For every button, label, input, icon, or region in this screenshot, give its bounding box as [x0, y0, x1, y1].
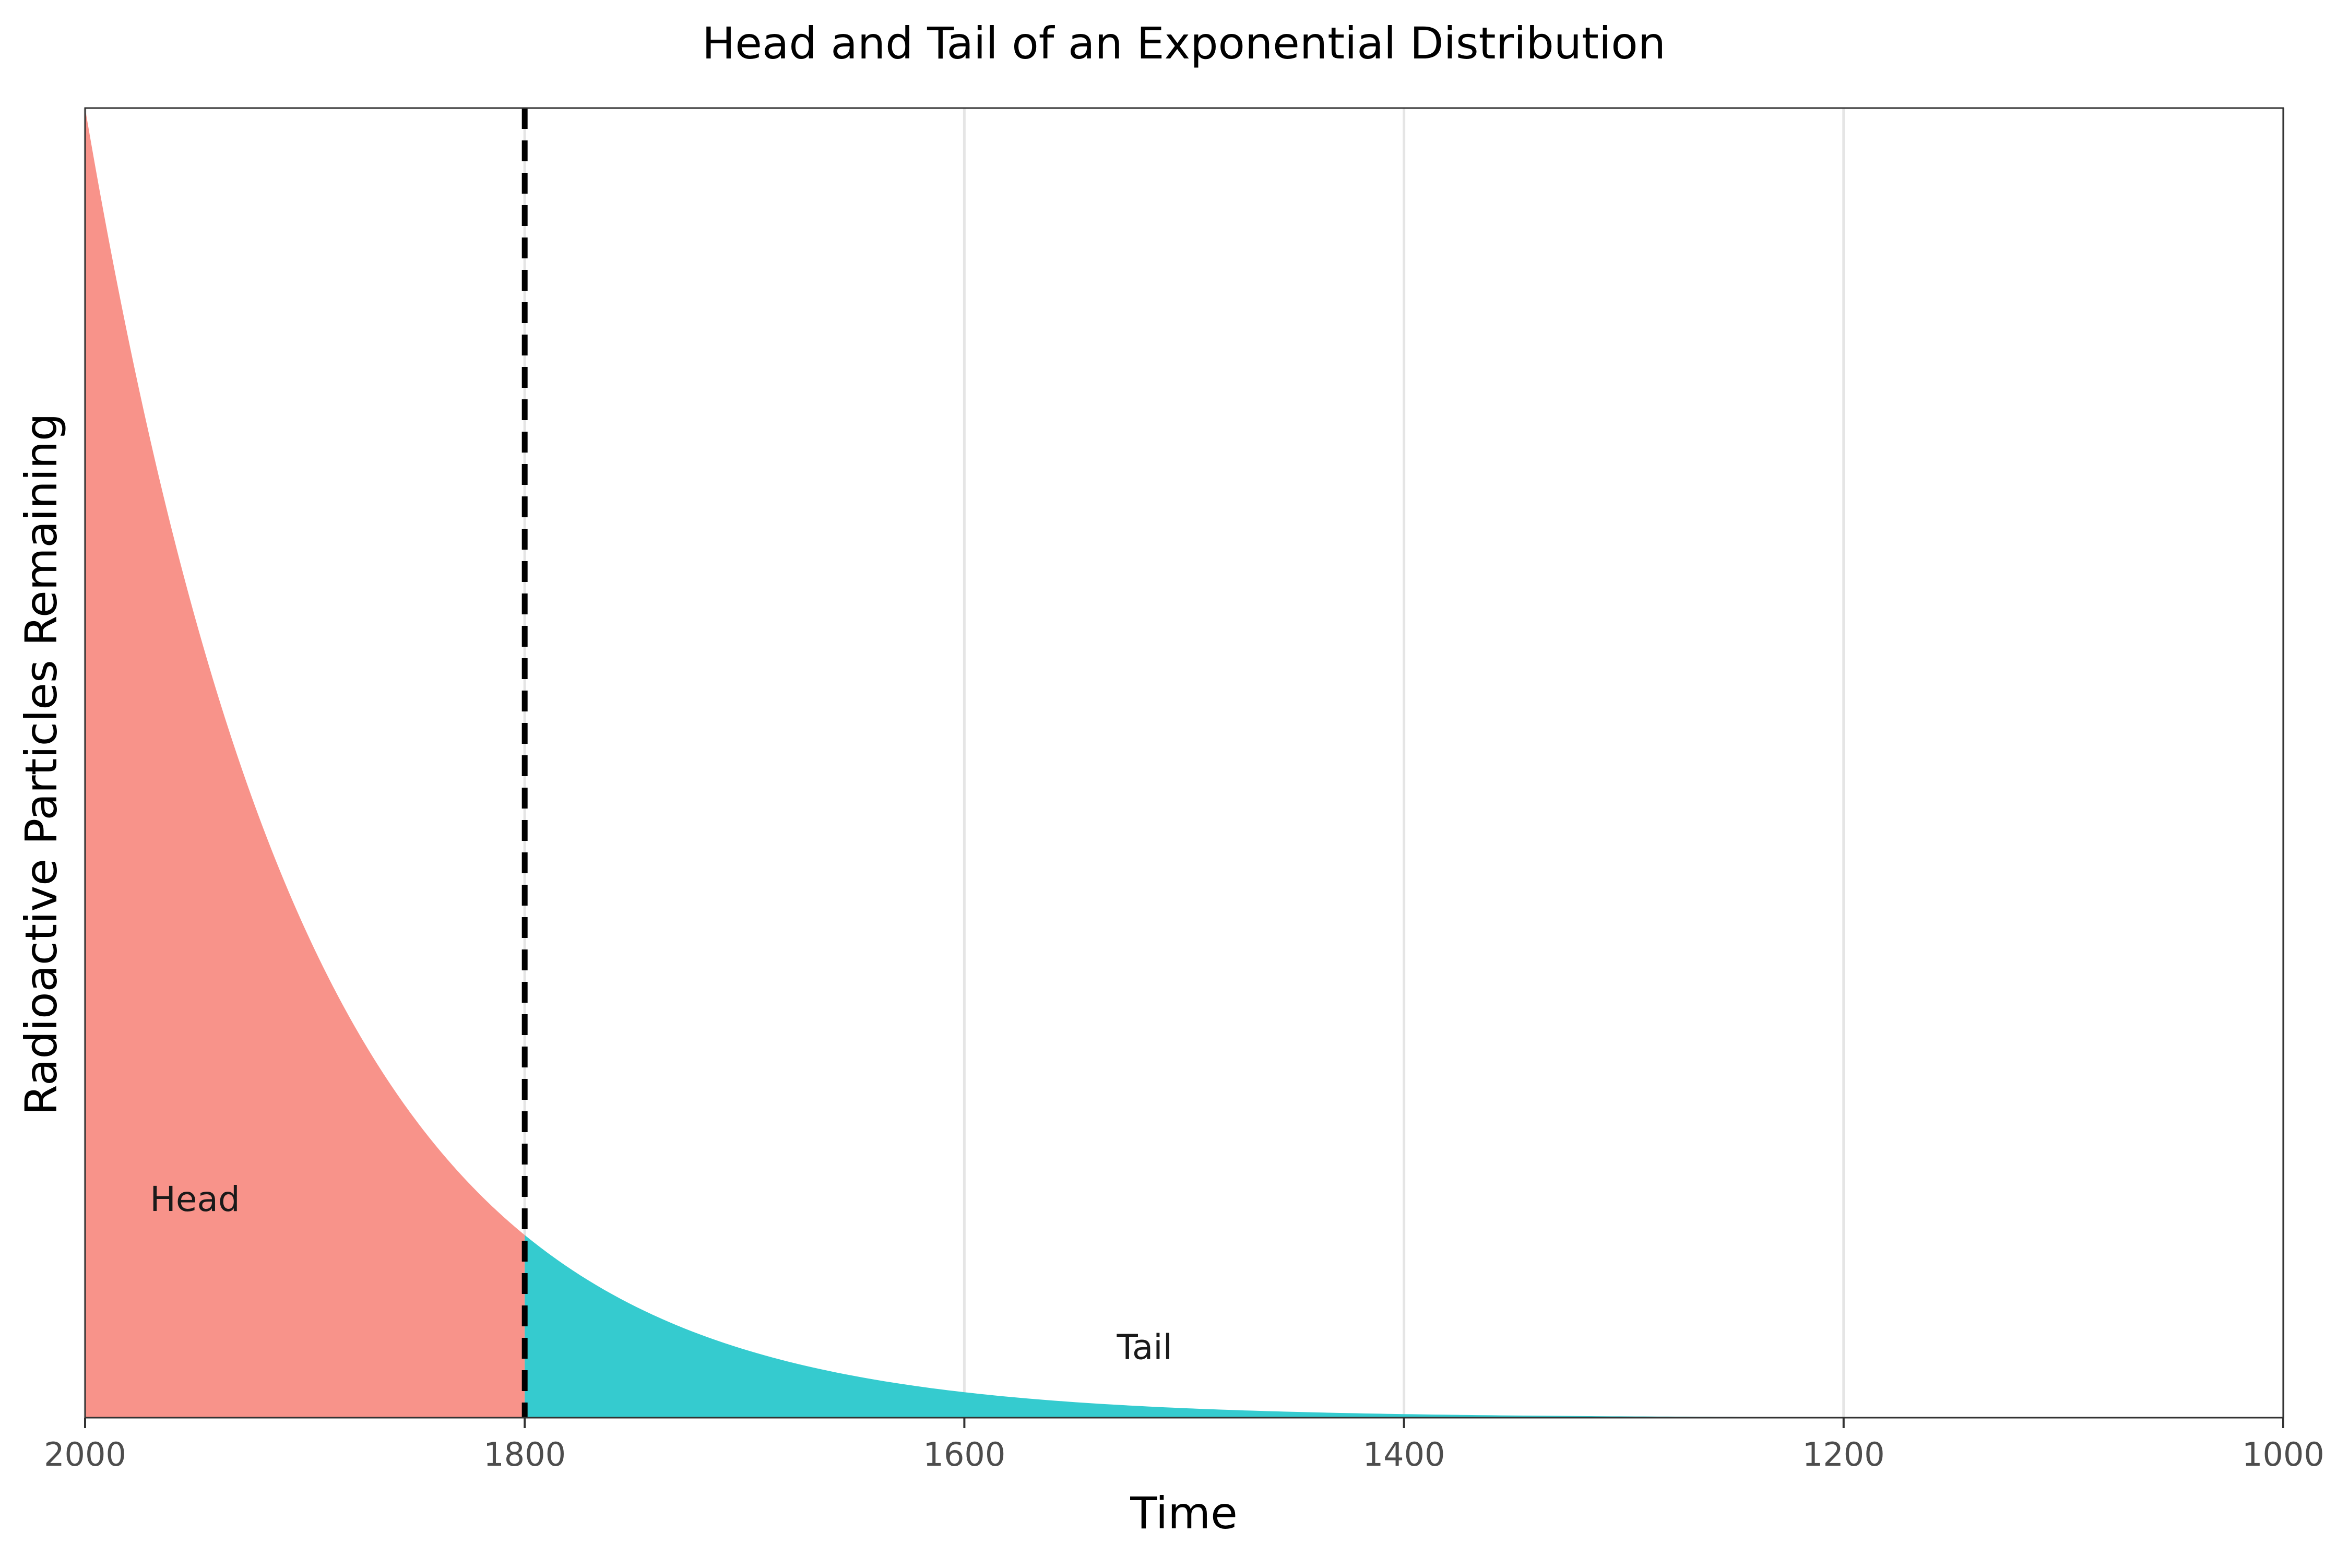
x-axis-label: Time — [1130, 1488, 1238, 1539]
area-head — [85, 108, 525, 1418]
x-tick-label-2000: 2000 — [44, 1435, 126, 1474]
area-tail — [525, 1235, 2284, 1418]
area-series — [85, 108, 2284, 1418]
x-tick-label-1200: 1200 — [1802, 1435, 1885, 1474]
x-tick-label-1000: 1000 — [2242, 1435, 2324, 1474]
chart-title: Head and Tail of an Exponential Distribu… — [702, 18, 1666, 69]
x-tick-label-1600: 1600 — [923, 1435, 1006, 1474]
x-tick-label-1400: 1400 — [1363, 1435, 1445, 1474]
annotations: Head Tail — [150, 1179, 1172, 1368]
annotation-tail: Tail — [1116, 1327, 1172, 1368]
x-axis-ticks: 2000 1800 1600 1400 1200 1000 — [44, 1418, 2324, 1474]
y-axis-label: Radioactive Particles Remaining — [16, 413, 67, 1115]
plot-panel-border — [84, 107, 2284, 1419]
x-tick-label-1800: 1800 — [483, 1435, 566, 1474]
annotation-head: Head — [150, 1179, 240, 1219]
